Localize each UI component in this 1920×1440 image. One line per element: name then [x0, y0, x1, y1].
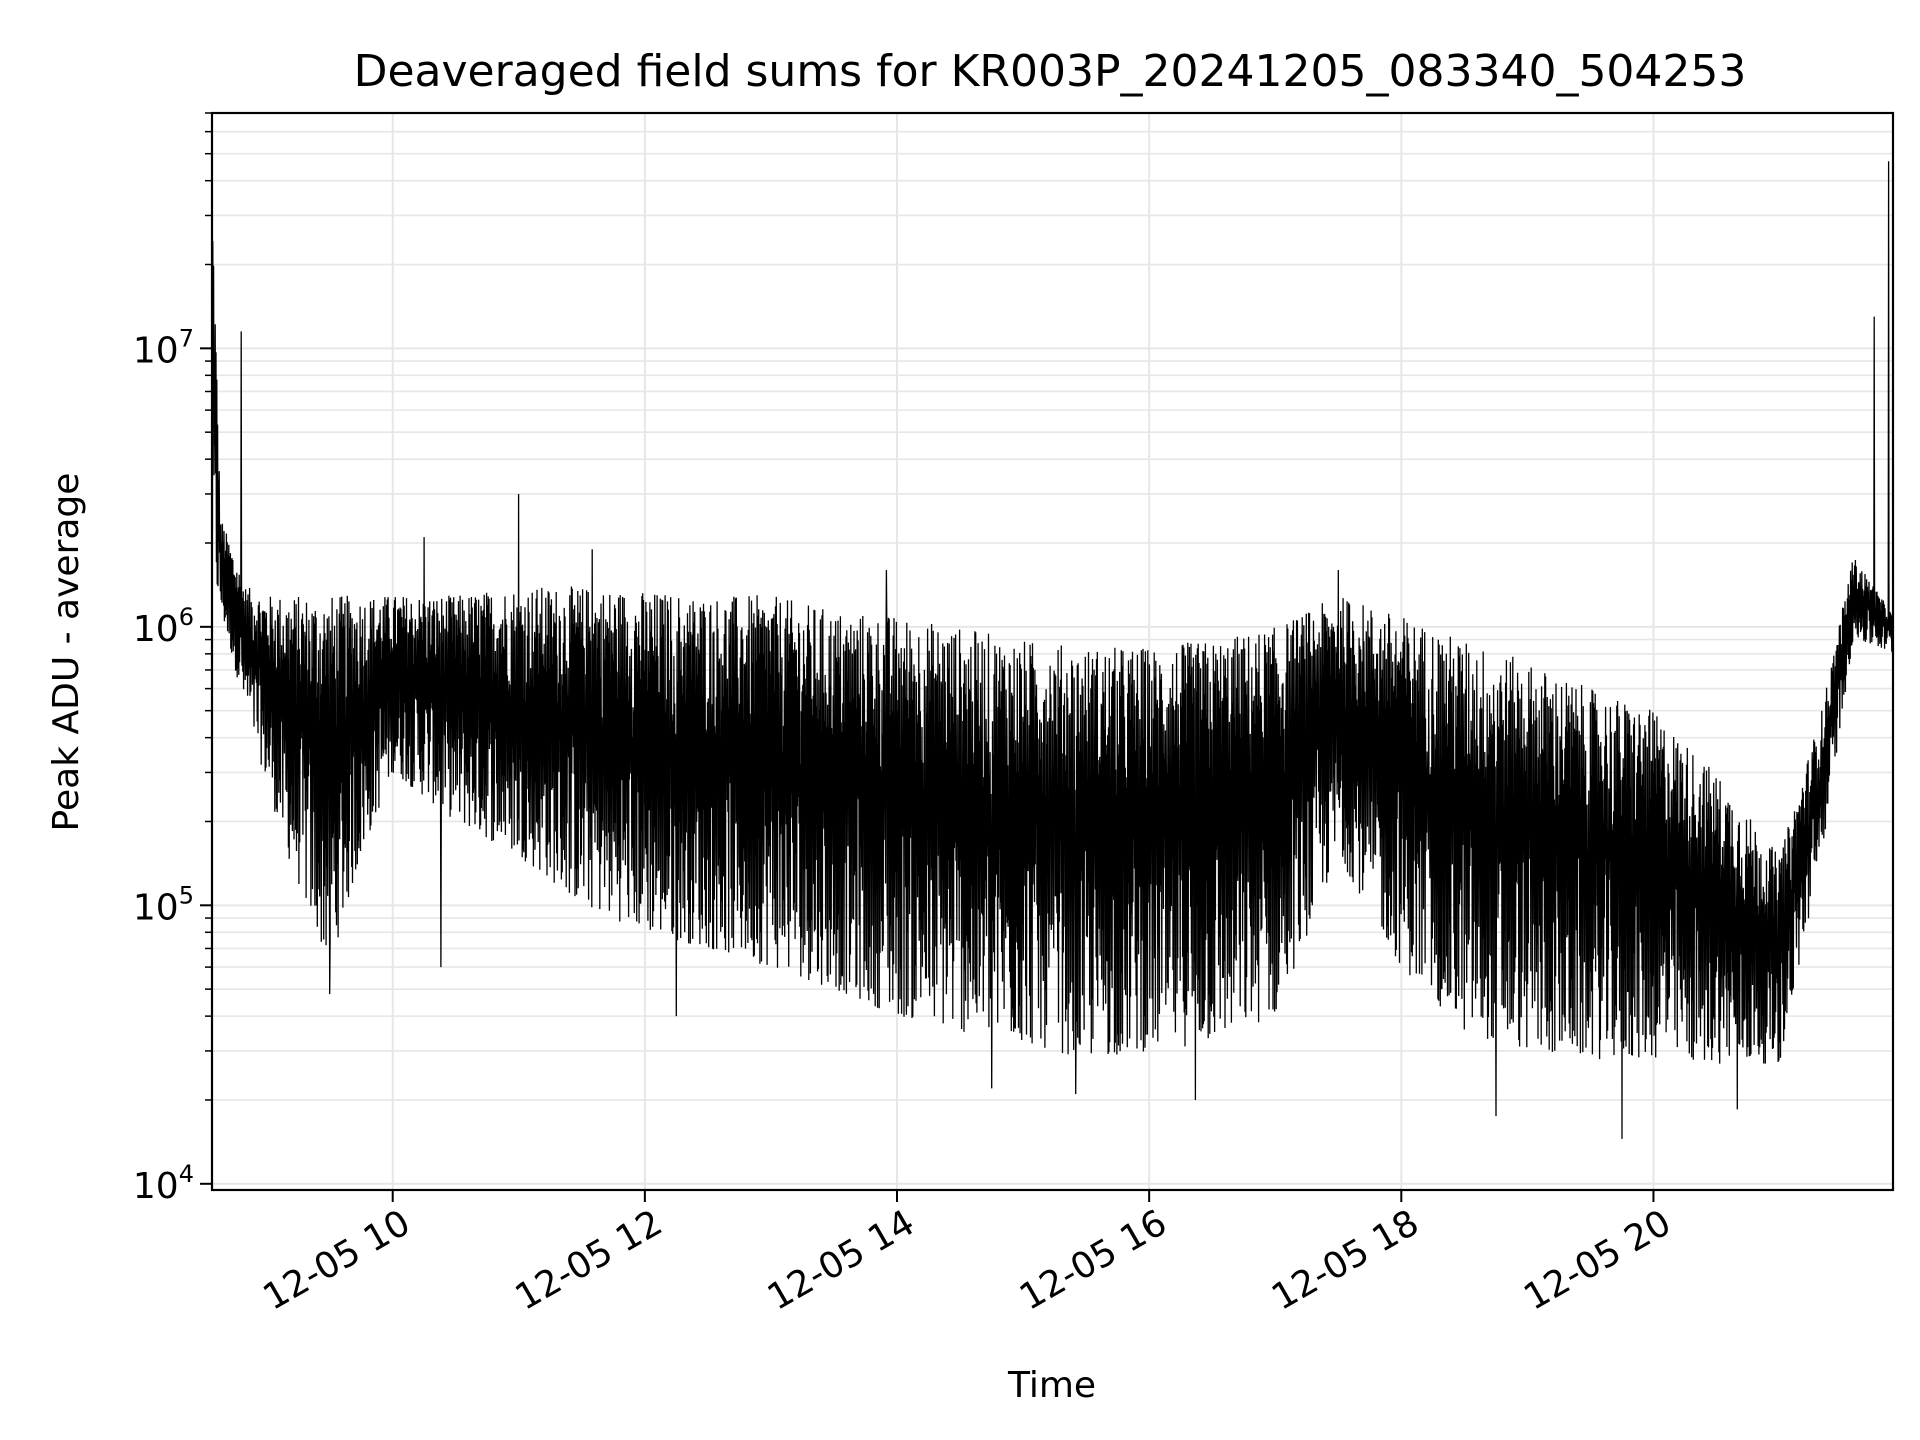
x-tick-label-1: 12-05 12 — [509, 1202, 670, 1318]
x-tick-label-5: 12-05 20 — [1517, 1202, 1678, 1318]
y-tick-label-3: 107 — [133, 324, 194, 371]
plot-area-frame — [210, 111, 1895, 1192]
y-axis: 104 105 106 107 — [133, 112, 212, 1207]
series-line — [211, 161, 1894, 1139]
x-tick-label-4: 12-05 18 — [1265, 1202, 1426, 1318]
x-tick-label-0: 12-05 10 — [257, 1202, 418, 1318]
y-tick-label-0: 104 — [133, 1160, 194, 1207]
y-tick-label-1: 105 — [133, 881, 194, 928]
y-tick-label-2: 106 — [133, 603, 194, 650]
x-tick-label-3: 12-05 16 — [1013, 1202, 1174, 1318]
x-axis-label: Time — [1007, 1365, 1096, 1406]
chart-title: Deaveraged field sums for KR003P_2024120… — [354, 46, 1747, 97]
y-axis-label: Peak ADU - average — [46, 473, 87, 832]
x-tick-label-2: 12-05 14 — [761, 1202, 922, 1318]
x-axis: 12-05 10 12-05 12 12-05 14 12-05 16 12-05 18… — [257, 1190, 1678, 1319]
